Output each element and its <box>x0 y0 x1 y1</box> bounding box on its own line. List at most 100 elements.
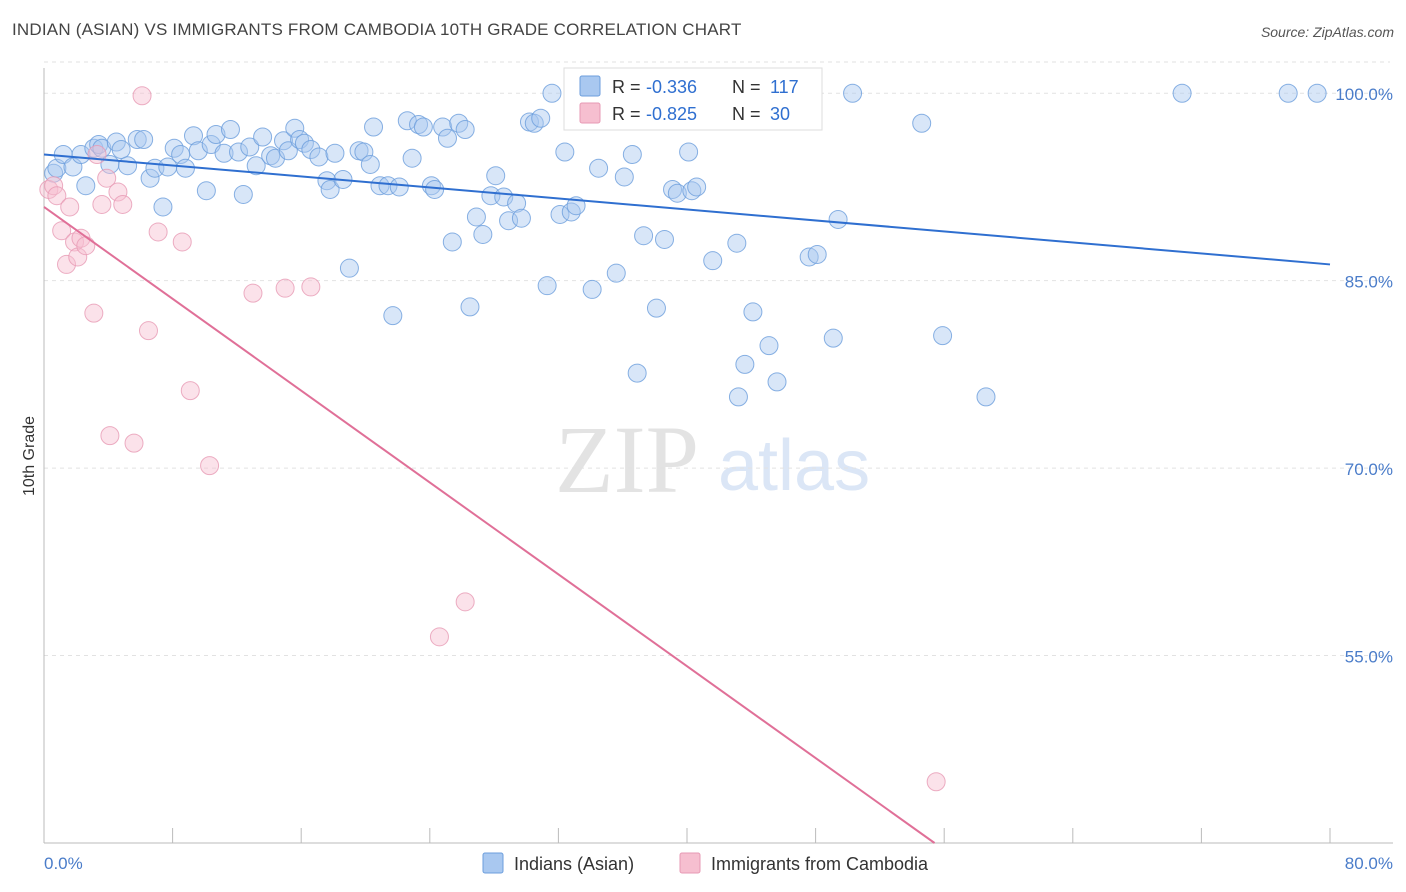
blue-point <box>589 158 609 178</box>
blue-point <box>196 181 216 201</box>
stats-legend: R = -0.336 N = 117 R = -0.825 N = 30 <box>563 67 823 131</box>
blue-point <box>727 233 747 253</box>
blue-point <box>246 156 266 176</box>
legend-n-label-2: N = <box>732 104 761 124</box>
pink-point <box>60 197 80 217</box>
legend-r-value-2: -0.825 <box>646 104 697 124</box>
pink-point <box>108 182 128 202</box>
trend-lines <box>43 153 1331 844</box>
blue-point <box>735 354 755 374</box>
blue-point <box>370 176 390 196</box>
blue-point <box>309 147 329 167</box>
y-axis-title: 10th Grade <box>21 416 38 496</box>
blue-point <box>524 113 544 133</box>
blue-point <box>140 168 160 188</box>
pink-point <box>52 221 72 241</box>
blue-point <box>220 119 240 139</box>
blue-point <box>555 142 575 162</box>
blue-point <box>442 232 462 252</box>
blue-point <box>409 114 429 134</box>
blue-point <box>354 142 374 162</box>
blue-point <box>111 139 131 159</box>
blue-point <box>437 128 457 148</box>
blue-point <box>606 263 626 283</box>
blue-point <box>425 179 445 199</box>
series-legend-label-1: Indians (Asian) <box>514 854 634 874</box>
blue-point <box>127 129 147 149</box>
pink-point <box>84 303 104 323</box>
legend-swatch-blue <box>579 75 601 97</box>
legend-n-label-1: N = <box>732 77 761 97</box>
blue-point <box>933 326 953 346</box>
blue-point <box>134 129 154 149</box>
blue-point <box>807 244 827 264</box>
blue-point <box>413 117 433 137</box>
blue-point <box>473 224 493 244</box>
blue-point <box>274 131 294 151</box>
blue-point <box>301 139 321 159</box>
pink-point <box>301 277 321 297</box>
x-tick-label-min: 0.0% <box>44 854 83 873</box>
blue-point <box>183 126 203 146</box>
legend-n-value-1: 117 <box>770 77 799 97</box>
blue-point <box>402 148 422 168</box>
blue-point <box>843 83 863 103</box>
blue-point <box>421 176 441 196</box>
blue-point <box>703 251 723 271</box>
legend-r-label-2: R = <box>612 104 641 124</box>
blue-point <box>542 83 562 103</box>
blue-trend-line <box>43 153 1331 266</box>
blue-point <box>728 387 748 407</box>
watermark-zip: ZIP <box>555 406 699 513</box>
grid-lines <box>44 61 1390 657</box>
blue-point <box>175 158 195 178</box>
blue-point <box>646 298 666 318</box>
pink-point <box>200 456 220 476</box>
pink-point <box>926 772 946 792</box>
series-legend: Indians (Asian) Immigrants from Cambodia <box>482 852 929 874</box>
blue-point <box>364 117 384 137</box>
blue-point <box>240 137 260 157</box>
blue-point <box>622 144 642 164</box>
blue-point <box>1172 83 1192 103</box>
blue-point <box>912 113 932 133</box>
blue-point <box>433 117 453 137</box>
blue-point <box>537 276 557 296</box>
blue-point <box>389 177 409 197</box>
pink-trend-line <box>43 206 936 844</box>
series-legend-swatch-pink <box>679 852 701 874</box>
blue-point <box>531 108 551 128</box>
blue-point <box>118 156 138 176</box>
blue-point <box>455 119 475 139</box>
blue-point <box>828 209 848 229</box>
blue-point <box>278 141 298 161</box>
pink-point <box>47 186 67 206</box>
y-tick-label: 70.0% <box>1345 460 1393 479</box>
series-legend-label-2: Immigrants from Cambodia <box>711 854 929 874</box>
blue-point <box>550 204 570 224</box>
pink-point <box>172 232 192 252</box>
pink-point <box>124 433 144 453</box>
blue-point <box>253 127 273 147</box>
pink-point <box>180 381 200 401</box>
blue-point <box>153 197 173 217</box>
chart-title: INDIAN (ASIAN) VS IMMIGRANTS FROM CAMBOD… <box>12 20 742 39</box>
blue-point <box>460 297 480 317</box>
blue-point <box>285 118 305 138</box>
blue-point <box>383 306 403 326</box>
pink-point <box>429 627 449 647</box>
pink-point <box>97 168 117 188</box>
x-tick-label-max: 80.0% <box>1345 854 1393 873</box>
pink-point <box>113 194 133 214</box>
pink-point <box>65 232 85 252</box>
pink-point <box>76 236 96 256</box>
blue-point <box>214 143 234 163</box>
pink-point <box>243 283 263 303</box>
blue-point <box>76 176 96 196</box>
pink-point <box>132 86 152 106</box>
blue-point <box>799 247 819 267</box>
blue-point <box>614 167 634 187</box>
legend-n-value-2: 30 <box>770 104 790 124</box>
blue-point <box>667 183 687 203</box>
